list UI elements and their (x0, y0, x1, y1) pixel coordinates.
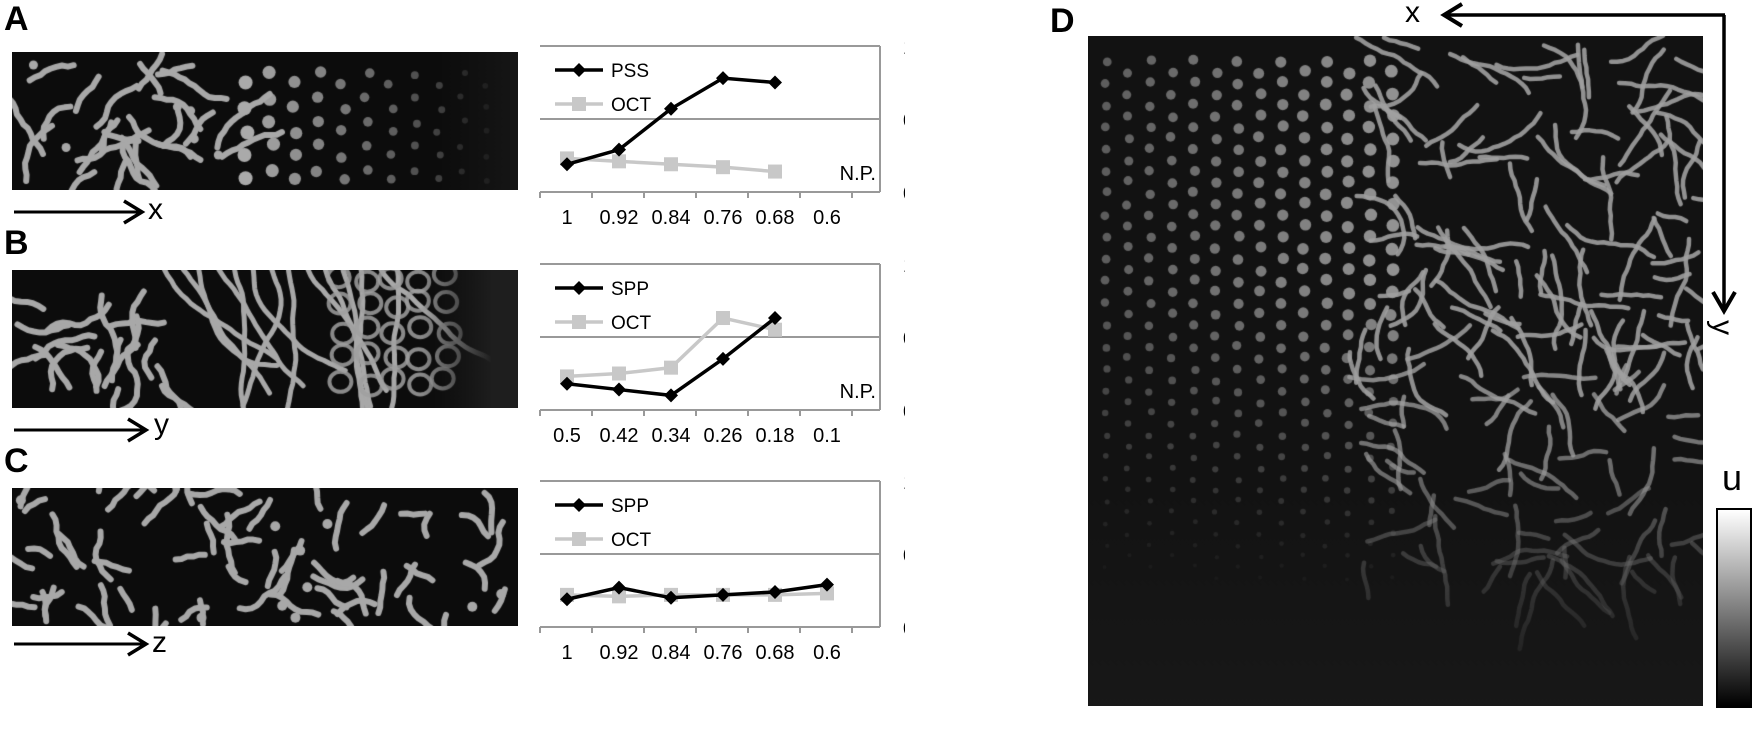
data-point-spp (768, 311, 782, 326)
data-point-oct (768, 164, 782, 179)
chart-c: 0 0.5 1 1 0.92 0.84 0.76 0.68 0.6 SPP OCT (525, 465, 905, 705)
legend-marker (572, 97, 586, 111)
pattern-image-d (1088, 36, 1703, 706)
legend-label: SPP (611, 279, 649, 300)
legend-marker (572, 315, 586, 329)
x-tick-label: 0.84 (652, 642, 691, 664)
legend-marker (572, 532, 586, 546)
axis-arrows-d (1440, 2, 1737, 315)
axis-arrow-c (14, 631, 150, 657)
data-point-pss (768, 75, 782, 90)
x-tick-label: 0.68 (756, 207, 795, 229)
data-point-oct (768, 322, 782, 337)
data-point-spp (612, 382, 626, 397)
panel-label-b: B (4, 224, 29, 262)
y-tick-label: 1 (903, 255, 905, 277)
panel-label-c: C (4, 442, 29, 480)
data-point-spp (716, 587, 730, 602)
y-tick-label: 1 (903, 472, 905, 494)
x-tick-label: 0.76 (704, 642, 743, 664)
series-line-spp (566, 316, 777, 398)
x-tick-label: 0.68 (756, 642, 795, 664)
data-point-spp (716, 351, 730, 366)
x-tick-label: 0.26 (704, 425, 743, 447)
colorbar (1716, 508, 1752, 708)
legend-label: PSS (611, 61, 649, 82)
legend-label: OCT (611, 95, 652, 116)
series-line-spp (566, 582, 828, 601)
data-point-pss (716, 71, 730, 86)
axis-arrow-a (14, 199, 146, 225)
x-tick-label: 0.18 (756, 425, 795, 447)
axis-arrow-b (14, 417, 150, 443)
axis-label-z: z (152, 626, 167, 659)
pattern-image-b (12, 270, 518, 408)
panel-label-d: D (1050, 2, 1075, 40)
y-tick-label: 0.5 (903, 328, 905, 350)
y-tick-label: 0.5 (903, 545, 905, 567)
legend-label: SPP (611, 496, 649, 517)
x-tick-label: 1 (561, 642, 572, 664)
x-tick-label: 1 (561, 207, 572, 229)
y-tick-label: 0 (903, 618, 905, 640)
x-tick-label: 0.1 (813, 425, 841, 447)
axis-label-y: y (154, 408, 169, 441)
data-point-oct (612, 154, 626, 169)
axis-label-x: x (148, 193, 163, 226)
chart-b: 0 0.5 1 0.5 0.42 0.34 0.26 0.18 0.1 SPP OCT N.P. (525, 248, 905, 488)
data-point-pss (664, 101, 678, 116)
legend-label: OCT (611, 530, 652, 551)
y-tick-label: 0 (903, 183, 905, 205)
x-tick-label: 0.6 (813, 207, 841, 229)
x-tick-label: 0.92 (600, 642, 639, 664)
data-point-pss (612, 142, 626, 157)
y-tick-label: 0.5 (903, 110, 905, 132)
data-point-pss (560, 157, 574, 172)
y-tick-label: 0 (903, 401, 905, 423)
data-point-spp (560, 592, 574, 607)
pattern-image-a (12, 52, 518, 190)
data-point-oct (716, 160, 730, 175)
x-tick-label: 0.5 (553, 425, 581, 447)
data-point-spp (820, 577, 834, 592)
x-tick-label: 0.6 (813, 642, 841, 664)
data-point-spp (664, 590, 678, 605)
data-point-oct (664, 360, 678, 375)
x-tick-label: 0.42 (600, 425, 639, 447)
data-point-spp (768, 584, 782, 599)
data-point-spp (664, 388, 678, 403)
data-point-oct (560, 369, 574, 384)
pattern-image-c (12, 488, 518, 626)
x-tick-label: 0.76 (704, 207, 743, 229)
x-tick-label: 0.34 (652, 425, 691, 447)
x-tick-label: 0.92 (600, 207, 639, 229)
data-point-oct (820, 586, 834, 601)
x-tick-label: 0.84 (652, 207, 691, 229)
chart-a: 0 0.5 1 1 0.92 0.84 0.76 0.68 0.6 PSS OCT N.P. (525, 30, 905, 270)
legend-label: OCT (611, 313, 652, 334)
legend-marker (572, 281, 586, 295)
series-line-pss (566, 76, 776, 166)
data-point-oct (612, 366, 626, 381)
panel-label-a: A (4, 0, 29, 38)
data-point-oct (716, 311, 730, 326)
data-point-spp (560, 376, 574, 391)
axis-label-d-x: x (1405, 0, 1420, 29)
data-point-spp (612, 580, 626, 595)
axis-label-d-y: y (1706, 320, 1739, 335)
data-point-oct (664, 157, 678, 172)
data-point-oct (612, 589, 626, 604)
y-tick-label: 1 (903, 37, 905, 59)
annotation-np: N.P. (840, 163, 876, 185)
legend-marker (572, 498, 586, 512)
annotation-np: N.P. (840, 381, 876, 403)
colorbar-label: u (1722, 457, 1743, 498)
legend-marker (572, 63, 586, 77)
